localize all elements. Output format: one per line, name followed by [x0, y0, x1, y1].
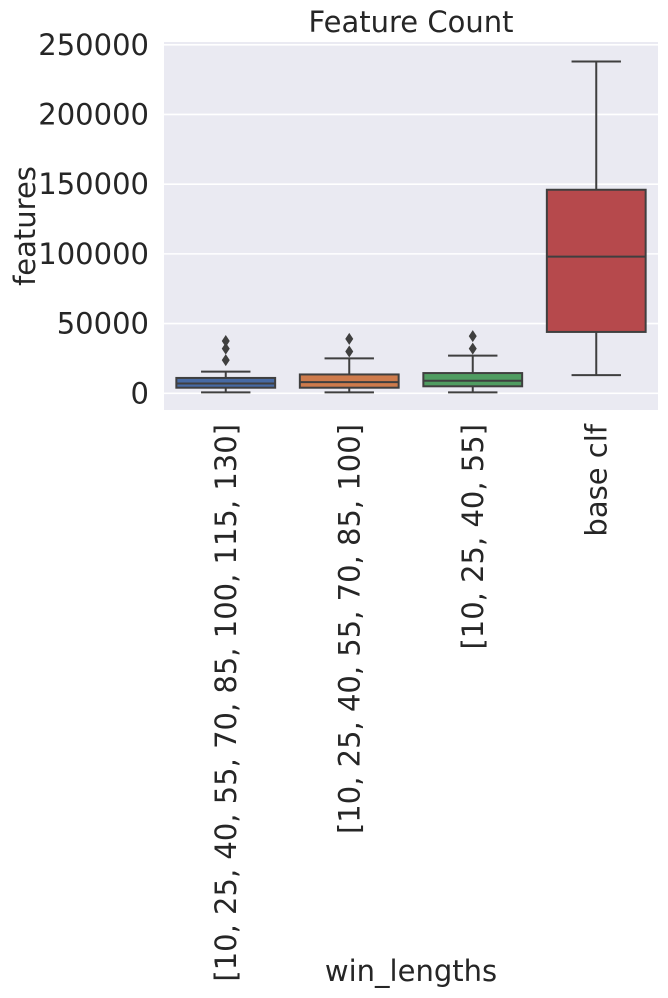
x-tick-label: base clf — [579, 423, 613, 536]
x-tick-label: [10, 25, 40, 55] — [456, 424, 490, 650]
y-tick-label: 50000 — [57, 307, 149, 341]
outlier-point — [345, 345, 354, 358]
y-axis-label: features — [8, 166, 42, 286]
y-tick-label: 0 — [131, 376, 149, 410]
y-tick-label: 250000 — [38, 28, 149, 62]
box-iqr — [545, 188, 647, 333]
box-group — [422, 330, 524, 394]
y-tick-label: 200000 — [38, 97, 149, 131]
box-group — [545, 60, 647, 377]
box-group — [175, 335, 277, 394]
x-tick-label: [10, 25, 40, 55, 70, 85, 100, 115, 130] — [209, 424, 243, 982]
box-iqr — [422, 372, 524, 388]
outlier-point — [468, 342, 477, 355]
x-axis-label: win_lengths — [325, 954, 497, 988]
x-tick-labels: [10, 25, 40, 55, 70, 85, 100, 115, 130] [… — [209, 423, 614, 981]
outlier-point — [221, 354, 230, 367]
y-tick-label: 100000 — [38, 237, 149, 271]
chart-title: Feature Count — [309, 5, 514, 39]
outlier-point — [468, 330, 477, 343]
outlier-point — [221, 342, 230, 355]
outlier-point — [345, 332, 354, 345]
outlier-point — [221, 335, 230, 347]
box-group — [298, 332, 400, 394]
y-tick-label: 150000 — [38, 167, 149, 201]
box-series — [175, 60, 647, 394]
x-tick-label: [10, 25, 40, 55, 70, 85, 100] — [332, 424, 366, 834]
y-tick-labels: 0 50000 100000 150000 200000 250000 — [38, 28, 149, 410]
box-iqr — [298, 373, 400, 389]
